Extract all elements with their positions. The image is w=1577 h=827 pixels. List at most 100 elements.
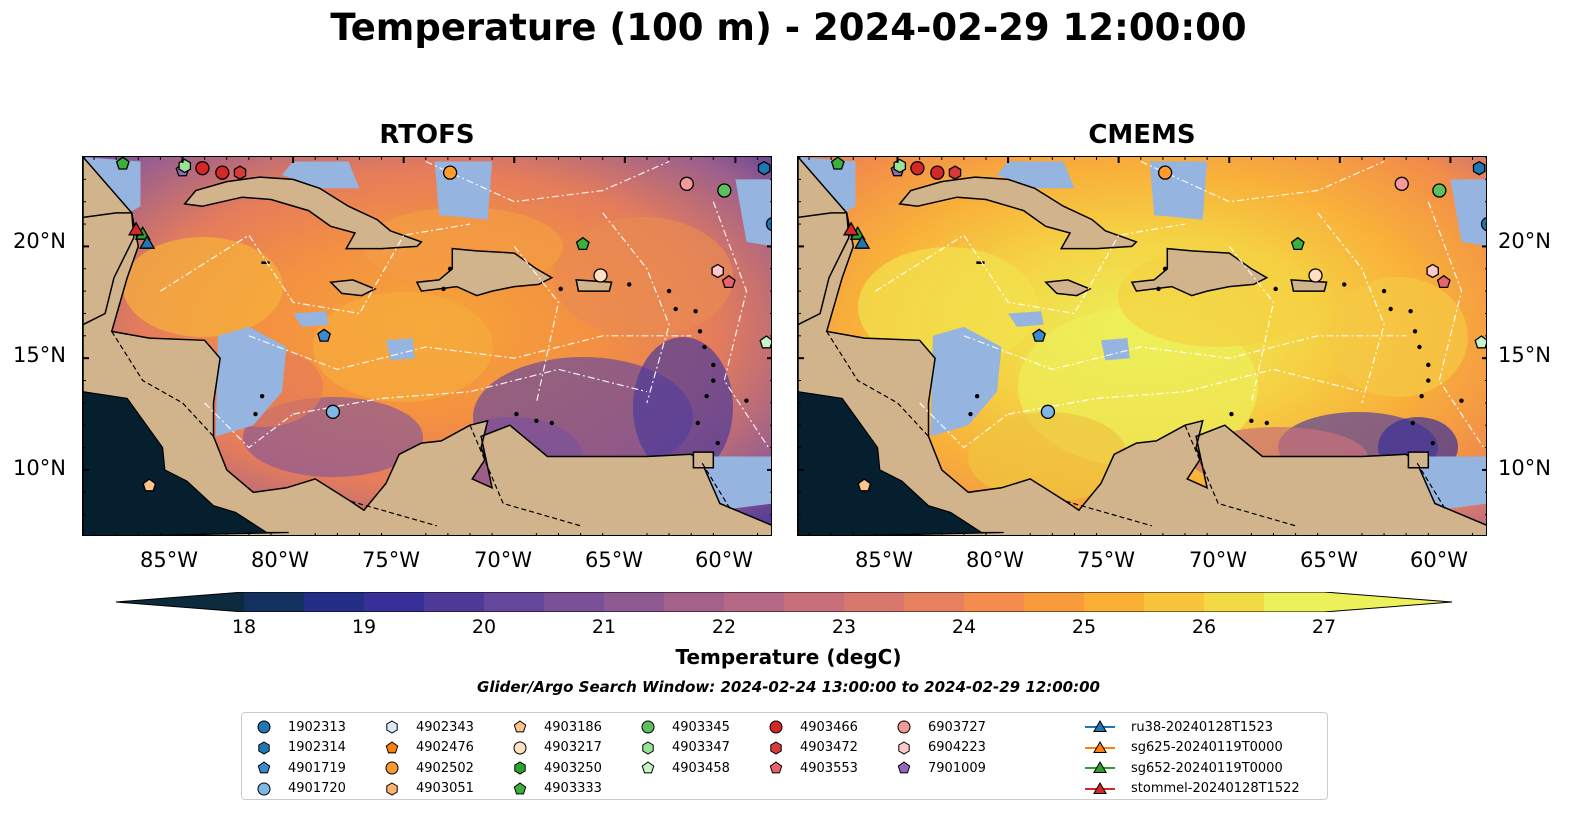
small-island [702, 344, 707, 350]
colorbar-bin [484, 592, 545, 612]
colorbar-bin [664, 592, 725, 612]
shallow-bank [1406, 456, 1486, 511]
float-marker [721, 274, 736, 289]
legend-marker-icon [769, 720, 783, 734]
legend-label: 4903472 [800, 740, 858, 755]
legend-marker-icon [257, 782, 271, 795]
legend-marker-icon [769, 761, 783, 774]
lon-tick-65-b: 65°W [1300, 548, 1358, 572]
legend-item: 4901720 [256, 779, 346, 799]
legend-marker-icon [386, 720, 398, 734]
float-marker [233, 165, 247, 180]
small-island [1162, 266, 1168, 271]
field-eddy [553, 217, 733, 337]
land-hispaniola [415, 247, 554, 297]
legend-marker-icon [897, 720, 911, 734]
eez-boundary [1317, 212, 1385, 404]
eez-boundary [248, 335, 692, 371]
legend-label: 4902343 [416, 719, 474, 735]
small-island [968, 411, 973, 417]
field-eddy [858, 247, 1038, 367]
small-island [1417, 344, 1422, 350]
land-cuba [183, 176, 423, 250]
eez-boundary [919, 402, 1009, 449]
legend-item: sg625-20240119T0000 [1085, 738, 1283, 758]
shallow-bank [930, 326, 1002, 437]
legend-label: sg625-20240119T0000 [1131, 740, 1283, 755]
legend-item: 4903347 [640, 738, 730, 758]
colorbar-extend-low [116, 592, 244, 612]
float-marker [178, 158, 192, 174]
legend-label: 1902314 [288, 740, 346, 755]
colorbar-tick-label: 20 [471, 616, 497, 638]
shallow-bank [1149, 161, 1208, 220]
legend-item: 1902313 [256, 717, 346, 737]
lon-tick-70: 70°W [474, 548, 532, 572]
legend-item: 4902502 [384, 758, 474, 778]
legend-marker-icon [642, 740, 654, 755]
legend-item: 4903051 [384, 779, 474, 799]
float-marker [575, 236, 590, 251]
lon-tick-75: 75°W [362, 548, 420, 572]
float-marker [1032, 328, 1046, 342]
small-island [1412, 329, 1418, 334]
land-jamaica [329, 279, 377, 297]
legend-item: 4901719 [256, 758, 346, 778]
field-eddy [1328, 277, 1468, 397]
eez-boundary [963, 335, 1407, 371]
legend-label: 4901719 [288, 760, 346, 776]
legend: 1902313 1902314 4901719 4901720 4902343 49024… [241, 712, 1328, 800]
colorbar-bin [1264, 592, 1325, 612]
small-island [1273, 286, 1278, 292]
colorbar-bin [964, 592, 1025, 612]
legend-label: 4903051 [416, 781, 474, 796]
small-island [1459, 398, 1464, 403]
float-marker [1480, 217, 1486, 231]
border-line [826, 331, 929, 437]
legend-item: 4903553 [768, 758, 858, 778]
small-island [711, 362, 716, 368]
lat-tick-15-right: 15°N [1498, 343, 1551, 367]
small-island [693, 309, 698, 314]
colorbar-bin [844, 592, 905, 612]
colorbar-tick-label: 18 [231, 616, 257, 638]
legend-marker-icon [385, 761, 399, 775]
legend-marker-icon [1085, 720, 1115, 732]
small-island [1342, 282, 1347, 287]
colorbar-bin [1024, 592, 1085, 612]
small-island [549, 420, 555, 426]
legend-marker-icon [257, 761, 271, 774]
legend-label: 4903345 [672, 719, 730, 735]
small-island [1426, 362, 1431, 368]
land-hispaniola [1130, 247, 1269, 297]
colorbar-tick-label: 24 [951, 616, 977, 638]
small-island [1426, 378, 1431, 383]
legend-item: 4903472 [768, 738, 858, 758]
colorbar-tick-label: 22 [711, 616, 737, 638]
pacific-ocean-overlay [83, 391, 289, 535]
legend-marker-icon [257, 720, 271, 734]
float-marker [757, 160, 771, 176]
lon-tick-70-b: 70°W [1189, 548, 1247, 572]
float-marker [893, 158, 907, 174]
field-eddy [968, 412, 1128, 502]
float-marker [215, 165, 230, 180]
small-island [744, 398, 749, 403]
legend-marker-icon [386, 781, 398, 796]
colorbar-ticks: 18 19 20 21 22 23 24 25 26 27 [0, 616, 1577, 642]
lon-tick-80: 80°W [251, 548, 309, 572]
legend-marker-icon [1085, 781, 1115, 794]
land-puerto-rico [1290, 279, 1328, 292]
small-island [1249, 418, 1254, 423]
float-marker [1474, 335, 1486, 349]
float-marker [1394, 176, 1409, 191]
small-island [259, 393, 265, 399]
panel-title-rtofs: RTOFS [379, 120, 475, 150]
legend-marker-icon [514, 761, 526, 775]
legend-item: 7901009 [896, 758, 986, 778]
legend-item: 4903466 [768, 717, 858, 737]
float-marker [857, 478, 872, 492]
colorbar [116, 592, 1452, 612]
float-marker [1308, 268, 1323, 283]
small-island [627, 282, 632, 287]
